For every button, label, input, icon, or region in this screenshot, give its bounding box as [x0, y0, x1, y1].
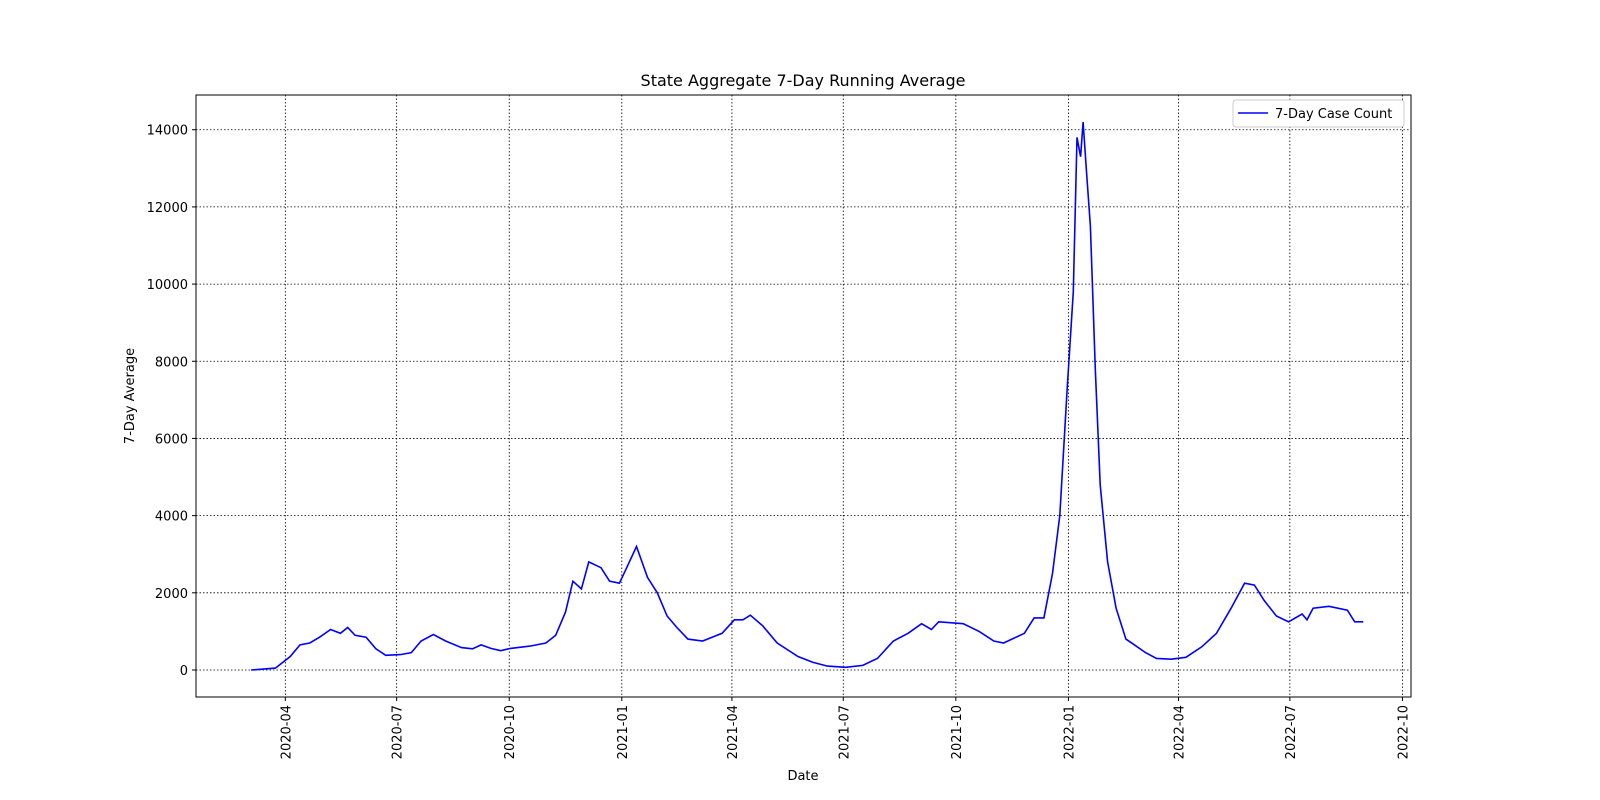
plot-frame — [195, 94, 1412, 698]
legend-label: 7-Day Case Count — [1275, 107, 1392, 122]
y-tick-label: 4000 — [155, 510, 188, 525]
y-tick-label: 10000 — [147, 278, 188, 293]
x-tick-label: 2022-01 — [1062, 705, 1077, 759]
x-axis-label: Date — [787, 769, 818, 784]
x-tick-label: 2021-10 — [950, 705, 965, 759]
x-tick-label: 2021-01 — [616, 705, 631, 759]
y-tick-label: 14000 — [147, 124, 188, 139]
x-tick-label: 2020-07 — [391, 705, 406, 759]
legend-box — [1232, 99, 1405, 128]
y-tick-label: 8000 — [155, 355, 188, 370]
data-line — [251, 121, 1364, 671]
y-tick-label: 0 — [180, 664, 188, 679]
x-tick-label: 2022-04 — [1173, 705, 1188, 759]
y-tick-label: 12000 — [147, 201, 188, 216]
x-tick-label: 2022-07 — [1284, 705, 1299, 759]
y-tick-label: 2000 — [155, 587, 188, 602]
chart-title: State Aggregate 7-Day Running Average — [641, 71, 966, 90]
x-tick-label: 2021-04 — [726, 705, 741, 759]
y-tick-label: 6000 — [155, 432, 188, 447]
x-tick-label: 2020-04 — [279, 705, 294, 759]
y-axis-label: 7-Day Average — [123, 348, 138, 444]
x-tick-label: 2020-10 — [503, 705, 518, 759]
x-tick-label: 2021-07 — [837, 705, 852, 759]
x-tick-label: 2022-10 — [1396, 705, 1411, 759]
